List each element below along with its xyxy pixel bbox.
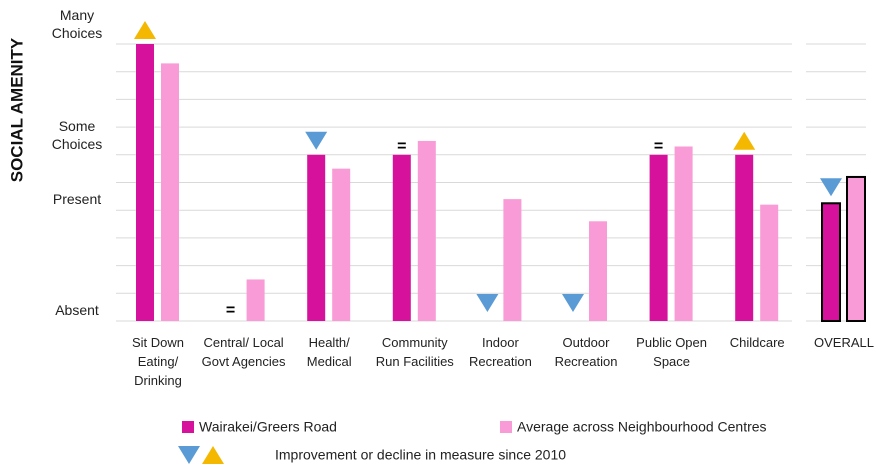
x-tick-label: Public Open Space xyxy=(636,335,707,369)
improvement-marker xyxy=(134,21,156,39)
decline-marker xyxy=(562,294,584,312)
x-tick-label: Central/ Local Govt Agencies xyxy=(201,335,286,369)
bar xyxy=(760,204,779,321)
bar xyxy=(307,154,326,321)
y-tick-label: Many Choices xyxy=(51,7,103,41)
legend-swatch xyxy=(182,421,194,433)
decline-marker xyxy=(305,131,328,150)
decline-marker xyxy=(820,178,842,197)
x-tick-label: Outdoor Recreation xyxy=(554,335,618,369)
x-tick-label: Indoor Recreation xyxy=(468,335,532,369)
y-tick-label: Some Choices xyxy=(51,117,103,152)
bar xyxy=(503,199,522,321)
bar xyxy=(589,221,607,321)
y-axis-label: SOCIAL AMENITY xyxy=(7,37,26,182)
legend-label: Wairakei/Greers Road xyxy=(199,419,337,435)
bar xyxy=(846,175,866,322)
bar xyxy=(392,154,411,321)
no-change-marker: = xyxy=(226,302,235,319)
improvement-marker xyxy=(733,131,756,150)
bar xyxy=(674,146,693,321)
no-change-marker: = xyxy=(397,138,406,155)
bar xyxy=(246,279,265,321)
decline-marker xyxy=(178,446,200,464)
legend-swatch xyxy=(500,421,512,433)
improvement-marker xyxy=(202,446,224,464)
bar xyxy=(417,140,436,321)
y-tick-label: Absent xyxy=(55,302,99,318)
legend-label: Improvement or decline in measure since … xyxy=(275,447,566,463)
x-tick-label: Childcare xyxy=(729,335,785,350)
bar xyxy=(735,154,754,321)
y-tick-label: Present xyxy=(52,191,102,208)
bar xyxy=(136,44,154,321)
x-tick-label: Health/ Medical xyxy=(306,335,352,369)
bar xyxy=(332,168,351,321)
bar xyxy=(649,154,668,321)
x-tick-label: OVERALL xyxy=(814,335,874,350)
legend-label: Average across Neighbourhood Centres xyxy=(517,419,767,435)
no-change-marker: = xyxy=(654,138,663,155)
bar xyxy=(821,202,841,322)
bar xyxy=(161,63,179,321)
x-tick-label: Sit Down Eating/ Drinking xyxy=(131,335,185,388)
decline-marker xyxy=(476,294,499,312)
x-tick-label: Community Run Facilities xyxy=(375,335,454,369)
